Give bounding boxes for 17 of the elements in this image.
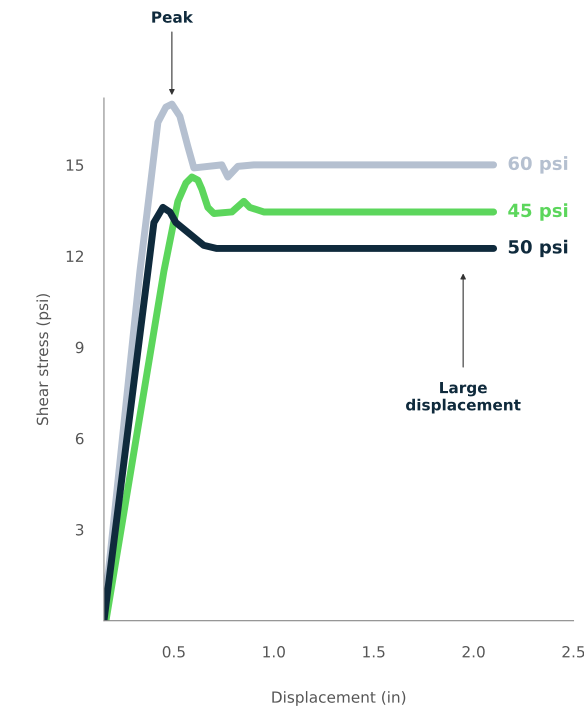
x-tick-label: 2.5 (562, 646, 584, 658)
series-label: 45 psi (508, 203, 568, 221)
annotation: Large displacement (406, 382, 521, 414)
x-tick-label: 2.0 (462, 646, 485, 658)
x-tick-label: 0.5 (162, 646, 185, 658)
x-axis-title: Displacement (in) (272, 691, 406, 706)
series-label: 60 psi (508, 156, 568, 174)
y-tick-label: 3 (76, 524, 84, 536)
text: Peak (152, 11, 194, 23)
y-tick-label: 12 (66, 250, 83, 262)
series-label: 50 psi (508, 240, 568, 258)
y-tick-label: 9 (76, 342, 84, 354)
x-tick-label: 1.5 (363, 646, 384, 658)
y-tick-label: 15 (66, 160, 84, 171)
x-tick-label: 1.0 (263, 646, 285, 658)
y-tick-label: 6 (76, 432, 84, 444)
y-axis-title: Shear stress (psi) (36, 294, 52, 425)
